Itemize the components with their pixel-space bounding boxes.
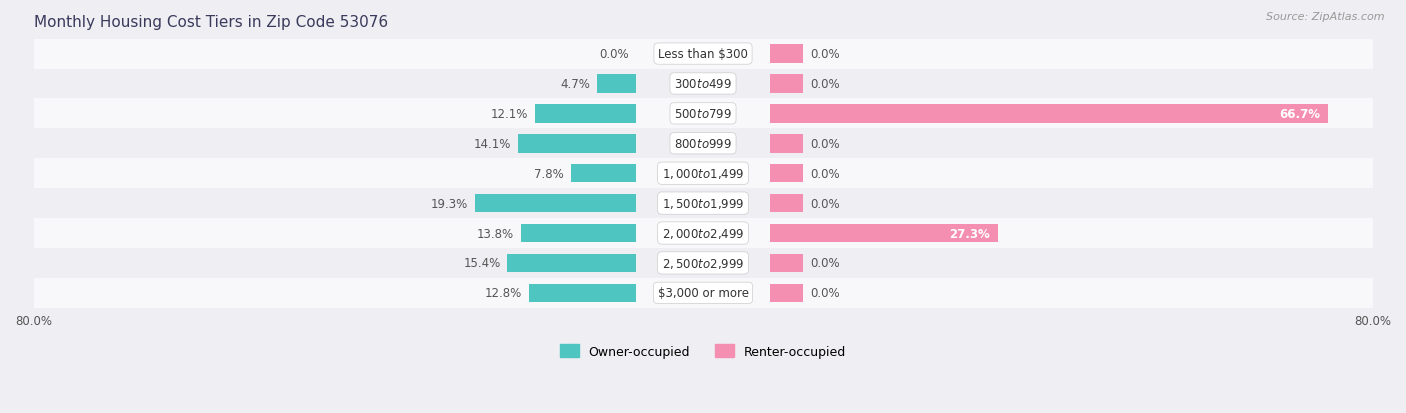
Text: $2,000 to $2,499: $2,000 to $2,499 bbox=[662, 226, 744, 240]
Text: 14.1%: 14.1% bbox=[474, 138, 512, 150]
Text: 0.0%: 0.0% bbox=[810, 197, 839, 210]
Bar bbox=[770, 254, 803, 273]
Text: 19.3%: 19.3% bbox=[430, 197, 468, 210]
Text: 0.0%: 0.0% bbox=[810, 257, 839, 270]
Text: 0.0%: 0.0% bbox=[810, 48, 839, 61]
Bar bbox=[475, 195, 636, 213]
Text: 0.0%: 0.0% bbox=[810, 287, 839, 299]
Bar bbox=[770, 164, 803, 183]
Text: 0.0%: 0.0% bbox=[810, 138, 839, 150]
Text: $2,500 to $2,999: $2,500 to $2,999 bbox=[662, 256, 744, 270]
Bar bbox=[34, 278, 1372, 308]
Text: $800 to $999: $800 to $999 bbox=[673, 138, 733, 150]
Bar bbox=[520, 224, 636, 243]
Text: $1,000 to $1,499: $1,000 to $1,499 bbox=[662, 167, 744, 181]
Bar bbox=[34, 159, 1372, 189]
Text: $1,500 to $1,999: $1,500 to $1,999 bbox=[662, 197, 744, 211]
Bar bbox=[770, 135, 803, 153]
Text: 4.7%: 4.7% bbox=[560, 78, 591, 91]
Text: Source: ZipAtlas.com: Source: ZipAtlas.com bbox=[1267, 12, 1385, 22]
Bar bbox=[34, 40, 1372, 69]
Bar bbox=[508, 254, 636, 273]
Text: $300 to $499: $300 to $499 bbox=[673, 78, 733, 91]
Text: 13.8%: 13.8% bbox=[477, 227, 513, 240]
Bar bbox=[770, 284, 803, 302]
Text: 66.7%: 66.7% bbox=[1279, 108, 1320, 121]
Bar bbox=[34, 69, 1372, 99]
Text: 0.0%: 0.0% bbox=[810, 78, 839, 91]
Bar bbox=[529, 284, 636, 302]
Bar bbox=[34, 189, 1372, 218]
Text: 12.1%: 12.1% bbox=[491, 108, 529, 121]
Bar bbox=[770, 224, 998, 243]
Bar bbox=[770, 45, 803, 64]
Text: Monthly Housing Cost Tiers in Zip Code 53076: Monthly Housing Cost Tiers in Zip Code 5… bbox=[34, 15, 388, 30]
Bar bbox=[770, 195, 803, 213]
Legend: Owner-occupied, Renter-occupied: Owner-occupied, Renter-occupied bbox=[555, 339, 851, 363]
Text: 7.8%: 7.8% bbox=[534, 167, 564, 180]
Bar bbox=[34, 99, 1372, 129]
Bar bbox=[770, 105, 1329, 123]
Text: Less than $300: Less than $300 bbox=[658, 48, 748, 61]
Bar bbox=[534, 105, 636, 123]
Bar bbox=[571, 164, 636, 183]
Text: 15.4%: 15.4% bbox=[463, 257, 501, 270]
Text: 12.8%: 12.8% bbox=[485, 287, 522, 299]
Bar bbox=[596, 75, 636, 93]
Bar bbox=[34, 248, 1372, 278]
Text: 0.0%: 0.0% bbox=[810, 167, 839, 180]
Bar bbox=[34, 218, 1372, 248]
Text: 27.3%: 27.3% bbox=[949, 227, 990, 240]
Bar bbox=[517, 135, 636, 153]
Text: 0.0%: 0.0% bbox=[600, 48, 630, 61]
Bar bbox=[34, 129, 1372, 159]
Text: $500 to $799: $500 to $799 bbox=[673, 108, 733, 121]
Text: $3,000 or more: $3,000 or more bbox=[658, 287, 748, 299]
Bar bbox=[770, 75, 803, 93]
